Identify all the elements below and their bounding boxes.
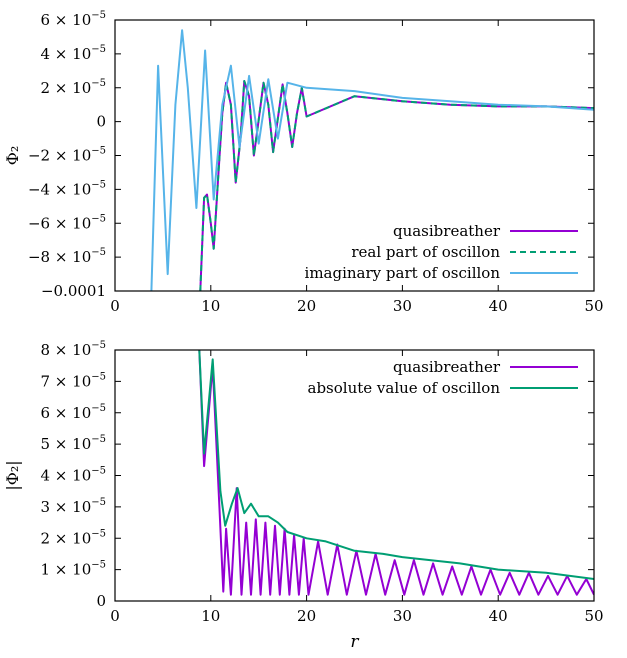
legend-label: quasibreather [393, 222, 501, 240]
y-tick-label: 8 × 10−5 [41, 340, 107, 359]
y-tick-label: 4 × 10−5 [41, 44, 107, 63]
x-tick-label: 0 [110, 297, 120, 315]
plot-frame [114, 349, 595, 602]
y-tick-label: 3 × 10−5 [41, 497, 107, 516]
y-tick-label: 0 [96, 592, 106, 610]
bottom-chart-panel: 0 10 20 30 40 50 0 1 × 10−5 2 × 10−5 3 × 10−5 4 × … [3, 340, 604, 652]
series-line [199, 80, 594, 291]
legend-label: quasibreather [393, 358, 501, 376]
x-tick-label: 30 [393, 607, 412, 625]
y-tick-label: 7 × 10−5 [41, 371, 107, 390]
y-axis-label: |Φ₂| [3, 460, 22, 490]
y-tick-label: 6 × 10−5 [41, 403, 107, 422]
y-tick-label: −2 × 10−5 [28, 146, 106, 165]
y-tick-label: −0.0001 [41, 282, 106, 300]
legend-label: imaginary part of oscillon [305, 264, 501, 282]
x-tick-label: 10 [201, 607, 220, 625]
x-tick-label: 40 [489, 297, 508, 315]
y-tick-label: 5 × 10−5 [41, 434, 107, 453]
y-tick-label: −8 × 10−5 [28, 247, 106, 266]
x-tick-label: 10 [201, 297, 220, 315]
y-tick-label: 4 × 10−5 [41, 466, 107, 485]
y-tick-label: 2 × 10−5 [41, 78, 107, 97]
y-tick-label: −4 × 10−5 [28, 179, 106, 198]
x-tick-label: 30 [393, 297, 412, 315]
x-tick-label: 0 [110, 607, 120, 625]
legend-label: absolute value of oscillon [308, 379, 501, 397]
y-tick-label: 6 × 10−5 [41, 10, 107, 29]
y-tick-label: −6 × 10−5 [28, 213, 106, 232]
x-tick-label: 50 [584, 607, 603, 625]
x-tick-label: 40 [489, 607, 508, 625]
x-tick-label: 50 [584, 297, 603, 315]
x-tick-label: 20 [297, 297, 316, 315]
x-axis-label: r [350, 632, 359, 652]
plot-frame [114, 19, 595, 292]
top-chart-panel: 0 10 20 30 40 50 −0.0001 −8 × 10−5 −6 × 10−5 −4 ×… [3, 10, 604, 315]
y-tick-label: 1 × 10−5 [41, 560, 107, 579]
series-line [198, 350, 594, 596]
y-tick-label: 0 [96, 113, 106, 131]
series-line [198, 350, 594, 580]
x-tick-label: 20 [297, 607, 316, 625]
y-axis-label: Φ₂ [3, 146, 22, 166]
y-tick-label: 2 × 10−5 [41, 528, 107, 547]
series-line [150, 29, 594, 291]
legend-label: real part of oscillon [351, 243, 500, 261]
